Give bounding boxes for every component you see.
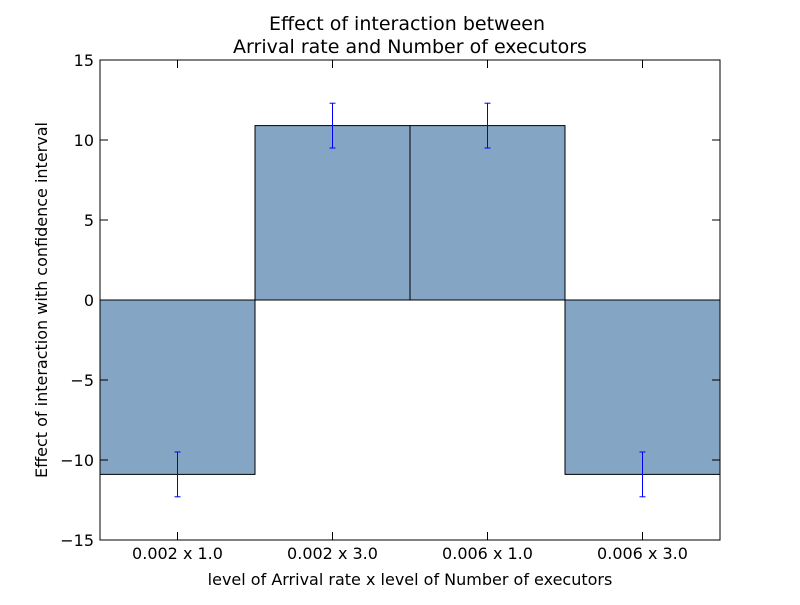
bar-4 [564,299,721,475]
x-axis-label: level of Arrival rate x level of Number … [208,570,613,589]
y-axis-label: Effect of interaction with confidence in… [32,122,51,478]
y-tick-label: −5 [70,371,94,390]
errorbar-layer [174,102,646,498]
chart-title-line-2: Arrival rate and Number of executors [233,36,587,58]
x-tick-label: 0.006 x 1.0 [442,544,533,563]
y-tick-label: −10 [60,451,94,470]
bar-1 [99,299,256,475]
x-tick-label: 0.002 x 3.0 [287,544,378,563]
y-tick-label: 15 [74,51,94,70]
bar-2 [254,125,411,301]
y-tick-label: −15 [60,531,94,550]
y-tick-label: 5 [84,211,94,230]
chart-title-line-1: Effect of interaction between [269,13,545,35]
ticks-layer: 0.002 x 1.0 0.002 x 3.0 0.006 x 1.0 0.006 x… [60,51,720,563]
bar-3 [409,125,566,301]
x-tick-label: 0.006 x 3.0 [597,544,688,563]
y-tick-label: 0 [84,291,94,310]
plot-frame [99,59,721,541]
x-tick-label: 0.002 x 1.0 [132,544,223,563]
y-tick-label: 10 [74,131,94,150]
